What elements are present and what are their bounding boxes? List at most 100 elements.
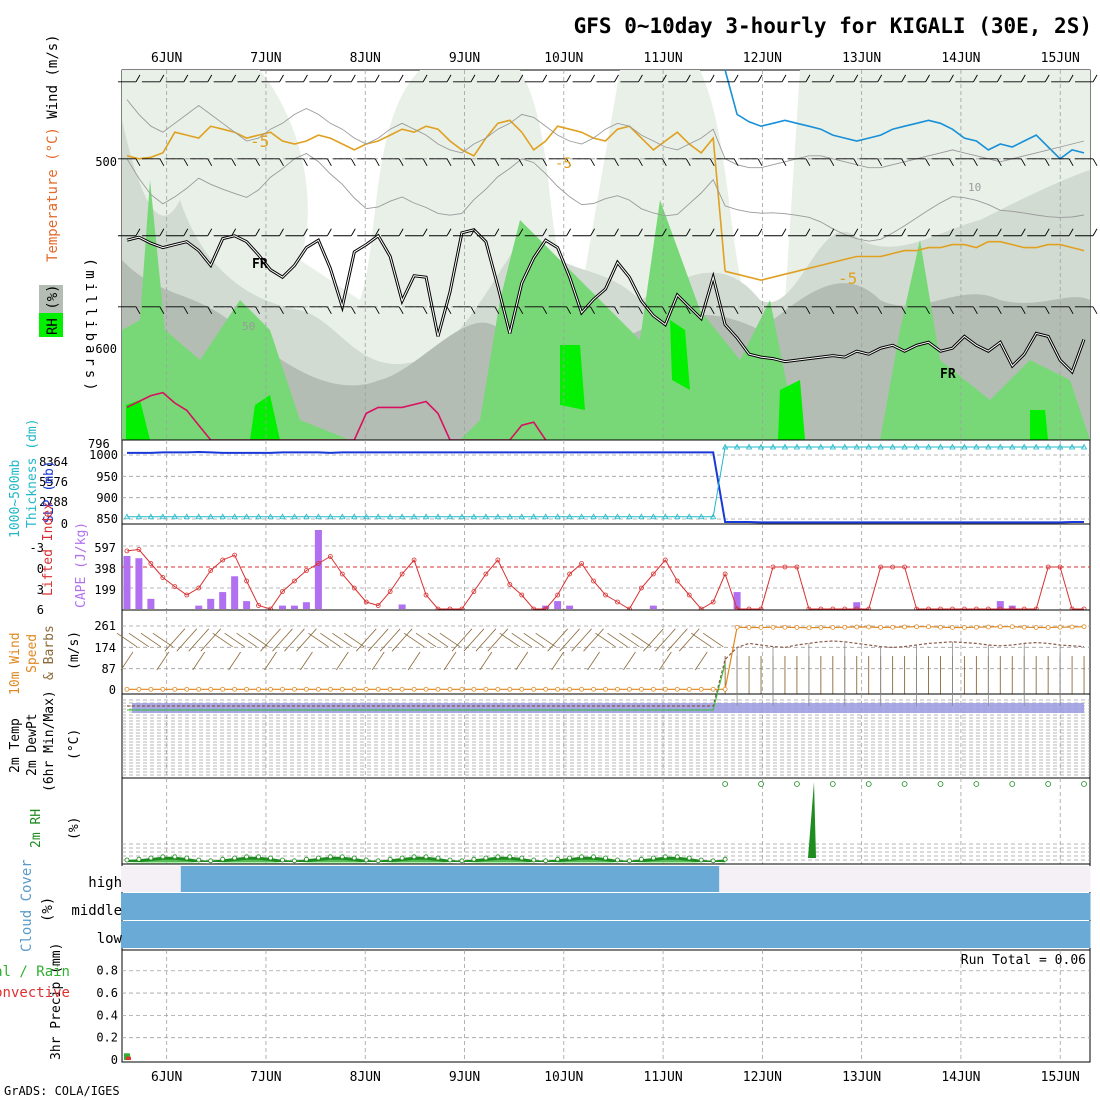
- cloud-cell: [551, 866, 565, 892]
- thickness-marker: [590, 513, 597, 520]
- wind-barb-flag: [1020, 306, 1026, 315]
- wind-barb-flag: [207, 306, 213, 315]
- thickness-marker: [530, 513, 537, 520]
- wind-barb-flag: [1044, 306, 1050, 315]
- cloud-cell: [767, 921, 780, 948]
- rh2m-marker: [387, 856, 393, 862]
- wind-barb-flag: [973, 306, 978, 315]
- wind-barb-flag: [470, 306, 476, 315]
- cape-panel: -3 0 3 6 597 398 199: [30, 523, 1091, 617]
- cloud-cell: [958, 866, 971, 892]
- cloud-cell: [826, 866, 840, 892]
- wind-speed-marker: [638, 686, 644, 692]
- cloud-cell: [216, 893, 230, 920]
- wind-speed-marker: [411, 686, 417, 692]
- wind-tick-174: 174: [94, 641, 116, 655]
- surface-barb-low: [371, 651, 385, 671]
- thickness-marker: [386, 513, 394, 520]
- cloud-cell: [1042, 921, 1055, 948]
- rh2m-marker: [351, 855, 357, 861]
- thickness-marker: [542, 513, 549, 520]
- cloud-cell: [348, 921, 361, 948]
- cloud-cell: [467, 921, 481, 948]
- thickness-marker: [686, 513, 693, 520]
- surface-barb: [463, 628, 485, 652]
- cloud-cell: [240, 893, 254, 920]
- wind-barb-flag: [279, 158, 284, 167]
- surface-barb: [284, 628, 305, 652]
- wind-barb-flag: [709, 306, 715, 315]
- cloud-cell: [731, 893, 744, 920]
- thickness-marker: [315, 513, 322, 520]
- lifted-index-marker: [782, 564, 788, 570]
- cloud-cell: [120, 893, 134, 920]
- cloud-cell: [384, 866, 397, 892]
- wind-barb-flag: [805, 228, 811, 236]
- lifted-index-marker: [184, 592, 190, 598]
- rh2m-marker: [435, 855, 441, 861]
- wind-barb-flag: [518, 228, 524, 236]
- wind-barb-flag: [374, 74, 380, 83]
- wind-barb-flag: [207, 158, 213, 167]
- wind-barb-flag: [829, 74, 835, 83]
- rh2m-marker: [124, 857, 130, 863]
- thickness-marker: [267, 513, 274, 520]
- cloud-cell: [1030, 921, 1043, 948]
- rh2m-marker: [686, 855, 692, 861]
- cape-bar: [996, 601, 1004, 609]
- wind-ylabel-3: & Barbs: [42, 625, 57, 680]
- cloud-cell: [946, 921, 959, 948]
- rh-legend-swatch-green: [39, 313, 63, 337]
- lifted-index-marker: [327, 554, 333, 559]
- surface-barb: [212, 632, 233, 648]
- wind-barb-flag: [877, 306, 883, 315]
- wind-speed-marker: [854, 624, 860, 630]
- wind-barb-flag: [1020, 158, 1026, 167]
- wind-barb-flag: [350, 228, 356, 236]
- day-label-top: 10JUN: [544, 51, 583, 66]
- cloud-cell: [934, 866, 947, 892]
- thickness-marker: [805, 443, 813, 450]
- wind-barb-flag: [1044, 74, 1050, 83]
- cloud-cell: [1018, 921, 1031, 948]
- wind-barb-flag: [590, 158, 595, 167]
- rh2m-marker-right: [937, 781, 944, 787]
- cloud-cell: [958, 893, 971, 920]
- day-label-bottom: 13JUN: [842, 1070, 881, 1085]
- rh2m-marker-right: [722, 781, 729, 787]
- temp2m-ylabel-2: 2m DewPt: [25, 713, 40, 776]
- rh2m-marker: [375, 858, 381, 864]
- cloud-cell: [180, 893, 194, 920]
- wind-barb-flag: [255, 306, 260, 315]
- temp2m-ylabel-unit: (°C): [67, 729, 82, 760]
- cloud-cell: [910, 921, 924, 948]
- cloud-cell: [850, 866, 864, 892]
- thickness-marker: [1044, 443, 1052, 450]
- wind-barb-flag: [1044, 228, 1050, 236]
- wind-barb-flag: [350, 158, 356, 167]
- slp-ylabel-3: SLP (mb): [42, 460, 57, 523]
- wind-barb-flag: [446, 228, 452, 236]
- wind-barb-flag: [1092, 158, 1098, 167]
- wind-speed-marker: [997, 624, 1003, 630]
- upper-air-grid: [122, 70, 1090, 440]
- lifted-index-marker: [686, 592, 692, 598]
- cape-bar: [135, 558, 143, 609]
- lifted-index-marker: [674, 578, 680, 584]
- cape-bar: [231, 576, 239, 609]
- cloud-cell: [623, 866, 636, 892]
- cape-bar: [123, 555, 131, 609]
- thickness-marker: [135, 513, 143, 520]
- wind-barb-flag: [949, 74, 954, 83]
- cloud-cell: [324, 866, 337, 892]
- cloud-cell: [372, 866, 385, 892]
- cloud-cell: [432, 893, 445, 920]
- cloud-cell: [611, 921, 624, 948]
- slp-tick-950: 950: [96, 470, 118, 484]
- precip-ylabel-1: 3hr Precip (mm): [49, 943, 64, 1060]
- precip-ylabel-3: Convective: [0, 985, 70, 1001]
- wind-barb-flag: [1020, 228, 1026, 236]
- cyan-isotherm: [724, 69, 1085, 160]
- wind-barb-flag: [590, 74, 595, 83]
- lifted-index-marker: [710, 599, 716, 605]
